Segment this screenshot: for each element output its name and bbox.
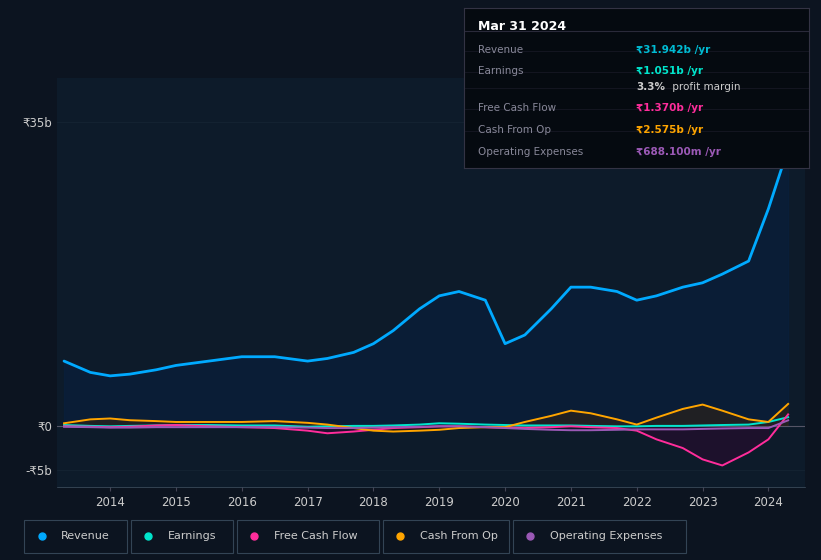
Text: Earnings: Earnings xyxy=(167,531,216,541)
Text: ₹2.575b /yr: ₹2.575b /yr xyxy=(636,125,704,135)
Text: Revenue: Revenue xyxy=(62,531,110,541)
Text: profit margin: profit margin xyxy=(669,82,741,92)
Text: ₹31.942b /yr: ₹31.942b /yr xyxy=(636,45,710,55)
Text: Earnings: Earnings xyxy=(478,66,523,76)
Text: Operating Expenses: Operating Expenses xyxy=(550,531,663,541)
Text: Operating Expenses: Operating Expenses xyxy=(478,147,583,157)
Text: Free Cash Flow: Free Cash Flow xyxy=(274,531,358,541)
Text: ₹1.370b /yr: ₹1.370b /yr xyxy=(636,102,704,113)
Text: 3.3%: 3.3% xyxy=(636,82,665,92)
Text: Cash From Op: Cash From Op xyxy=(420,531,498,541)
Text: Mar 31 2024: Mar 31 2024 xyxy=(478,20,566,32)
Text: ₹688.100m /yr: ₹688.100m /yr xyxy=(636,147,721,157)
Text: ₹1.051b /yr: ₹1.051b /yr xyxy=(636,66,704,76)
Text: Free Cash Flow: Free Cash Flow xyxy=(478,102,556,113)
Text: Revenue: Revenue xyxy=(478,45,523,55)
Text: Cash From Op: Cash From Op xyxy=(478,125,551,135)
